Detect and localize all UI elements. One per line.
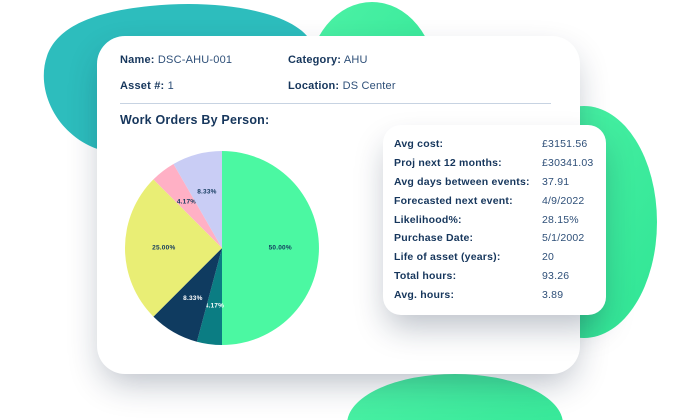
chart-title: Work Orders By Person: [120, 113, 270, 127]
asset-header: Name: DSC-AHU-001 Category: AHU Asset #:… [120, 52, 551, 94]
stat-row-avg-hours: Avg. hours: 3.89 [394, 289, 598, 302]
stat-row-proj-12-months: Proj next 12 months: £30341.03 [394, 157, 598, 170]
stat-label: Purchase Date: [394, 232, 474, 245]
asset-location-value: DS Center [342, 80, 396, 92]
stat-row-likelihood: Likelihood%: 28.15% [394, 214, 598, 227]
asset-category-label: Category: [288, 54, 342, 66]
stat-row-forecasted-next-event: Forecasted next event: 4/9/2022 [394, 195, 598, 208]
asset-category-field: Category: AHU [288, 52, 551, 68]
asset-category-value: AHU [343, 54, 368, 66]
asset-number-value: 1 [167, 80, 174, 92]
stat-row-life-of-asset: Life of asset (years): 20 [394, 251, 598, 264]
stat-value: 37.91 [542, 175, 570, 188]
asset-number-label: Asset #: [120, 80, 165, 92]
stat-label: Total hours: [394, 270, 457, 283]
pie-slice [222, 151, 319, 345]
stat-value: 4/9/2022 [542, 194, 585, 207]
pie-slice [196, 248, 222, 345]
stat-value: 5/1/2002 [542, 232, 585, 245]
stat-value: £30341.03 [542, 156, 594, 169]
stat-label: Avg. hours: [394, 289, 455, 301]
stat-value: 93.26 [542, 270, 570, 283]
stat-value: 3.89 [542, 289, 564, 301]
stat-row-avg-cost: Avg cost: £3151.56 [394, 138, 598, 151]
stat-label: Avg cost: [394, 138, 444, 150]
stats-card: Avg cost: £3151.56 Proj next 12 months: … [383, 125, 606, 315]
stat-label: Likelihood%: [394, 213, 462, 226]
stat-label: Forecasted next event: [394, 194, 513, 207]
stat-value: 28.15% [542, 213, 579, 226]
pie-slice-label: 4.17% [177, 199, 196, 206]
pie-slice [125, 179, 222, 317]
asset-name-value: DSC-AHU-001 [157, 54, 233, 66]
stat-value: £3151.56 [542, 138, 588, 150]
stat-row-purchase-date: Purchase Date: 5/1/2002 [394, 232, 598, 245]
stat-label: Avg days between events: [394, 175, 530, 188]
pie-slice [153, 248, 222, 342]
pie-slice [173, 151, 222, 248]
pie-slice-label: 50.00% [269, 245, 292, 252]
asset-name-field: Name: DSC-AHU-001 [120, 52, 288, 68]
stat-row-total-hours: Total hours: 93.26 [394, 270, 598, 283]
asset-location-field: Location: DS Center [288, 78, 551, 94]
asset-number-field: Asset #: 1 [120, 78, 288, 94]
pie-slice-label: 8.33% [197, 188, 216, 195]
pie-slice [153, 163, 222, 248]
asset-location-label: Location: [288, 80, 340, 92]
pie-slice-label: 4.17% [205, 302, 224, 309]
pie-slice-label: 25.00% [152, 245, 175, 252]
pie-slice-label: 8.33% [183, 295, 202, 302]
stat-label: Proj next 12 months: [394, 156, 502, 169]
green-blob-bottom [347, 374, 563, 420]
pie-chart-container: 50.00% 4.17% 8.33% 25.00% 4.17% 8.33% [125, 151, 319, 345]
pie-chart: 50.00%4.17%8.33%25.00%4.17%8.33% [125, 151, 319, 345]
header-divider [120, 103, 551, 104]
asset-name-label: Name: [120, 54, 155, 66]
stat-row-avg-days-between-events: Avg days between events: 37.91 [394, 176, 598, 189]
stat-label: Life of asset (years): [394, 251, 501, 264]
stat-value: 20 [542, 251, 555, 264]
